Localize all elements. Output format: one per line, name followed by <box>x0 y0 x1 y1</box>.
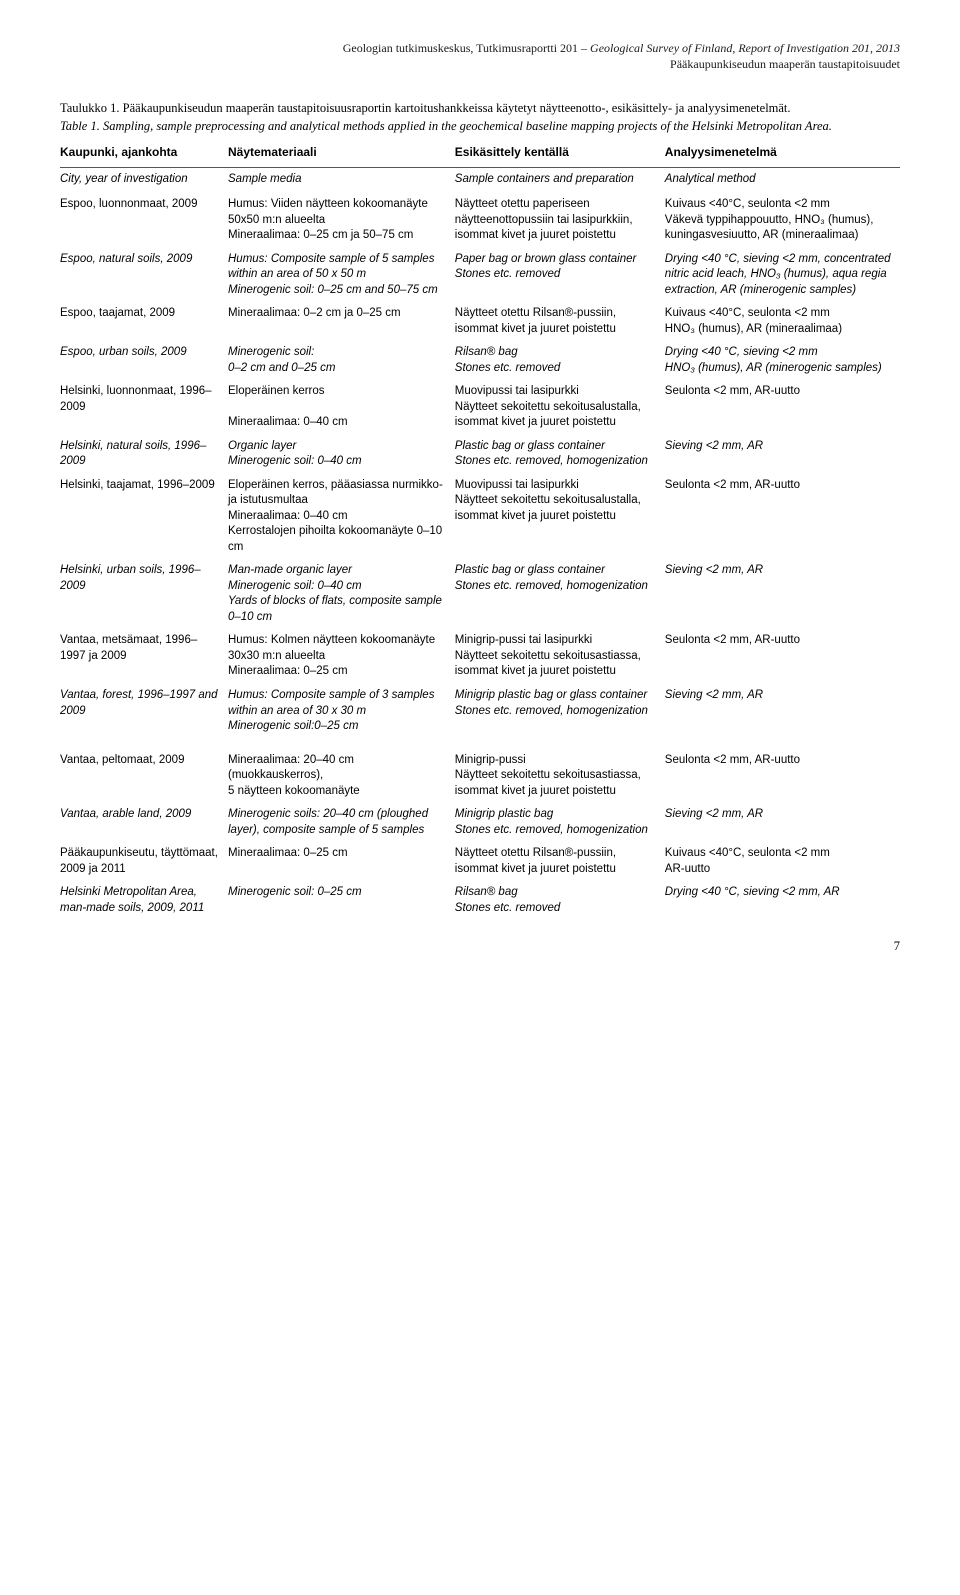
th-material: Näytemateriaali <box>228 141 455 167</box>
table-cell: Espoo, luonnonmaat, 2009 <box>60 193 228 248</box>
table-cell: Mineraalimaa: 20–40 cm (muokkauskerros),… <box>228 739 455 804</box>
table-cell: Vantaa, arable land, 2009 <box>60 803 228 842</box>
table-cell: Muovipussi tai lasipurkki Näytteet sekoi… <box>455 380 665 435</box>
table-row: Espoo, luonnonmaat, 2009Humus: Viiden nä… <box>60 193 900 248</box>
table-cell: Man-made organic layer Minerogenic soil:… <box>228 559 455 629</box>
th-material-en: Sample media <box>228 167 455 193</box>
table-cell: Näytteet otettu paperiseen näytteenottop… <box>455 193 665 248</box>
table-row: Helsinki, natural soils, 1996–2009Organi… <box>60 435 900 474</box>
table-cell: Humus: Composite sample of 3 samples wit… <box>228 684 455 739</box>
th-city: Kaupunki, ajankohta <box>60 141 228 167</box>
page-number: 7 <box>60 938 900 955</box>
table-cell: Espoo, urban soils, 2009 <box>60 341 228 380</box>
table-cell: Näytteet otettu Rilsan®-pussiin, isommat… <box>455 302 665 341</box>
th-city-en: City, year of investigation <box>60 167 228 193</box>
table-row: Pääkaupunkiseutu, täyttömaat, 2009 ja 20… <box>60 842 900 881</box>
table-cell: Eloperäinen kerros Mineraalimaa: 0–40 cm <box>228 380 455 435</box>
table-cell: Minigrip-pussi Näytteet sekoitettu sekoi… <box>455 739 665 804</box>
th-method: Analyysimenetelmä <box>665 141 900 167</box>
caption-fi: Taulukko 1. Pääkaupunkiseudun maaperän t… <box>60 100 900 118</box>
caption-en: Table 1. Sampling, sample preprocessing … <box>60 118 900 136</box>
table-cell: Seulonta <2 mm, AR-uutto <box>665 380 900 435</box>
table-row: Helsinki, urban soils, 1996–2009Man-made… <box>60 559 900 629</box>
table-row: Espoo, natural soils, 2009Humus: Composi… <box>60 248 900 303</box>
table-cell: Humus: Viiden näytteen kokoomanäyte 50x5… <box>228 193 455 248</box>
running-header: Geologian tutkimuskeskus, Tutkimusraport… <box>60 40 900 72</box>
table-cell: Mineraalimaa: 0–2 cm ja 0–25 cm <box>228 302 455 341</box>
table-cell: Helsinki, taajamat, 1996–2009 <box>60 474 228 560</box>
table-row: Espoo, taajamat, 2009Mineraalimaa: 0–2 c… <box>60 302 900 341</box>
header-line2: Pääkaupunkiseudun maaperän taustapitoisu… <box>670 57 900 71</box>
table-row: Vantaa, forest, 1996–1997 and 2009Humus:… <box>60 684 900 739</box>
th-pretreatment: Esikäsittely kentällä <box>455 141 665 167</box>
table-cell: Helsinki, urban soils, 1996–2009 <box>60 559 228 629</box>
table-cell: Seulonta <2 mm, AR-uutto <box>665 629 900 684</box>
table-cell: Humus: Composite sample of 5 samples wit… <box>228 248 455 303</box>
methods-table: Kaupunki, ajankohta Näytemateriaali Esik… <box>60 141 900 920</box>
table-cell: Kuivaus <40°C, seulonta <2 mm Väkevä typ… <box>665 193 900 248</box>
table-cell: Minigrip-pussi tai lasipurkki Näytteet s… <box>455 629 665 684</box>
table-cell: Plastic bag or glass container Stones et… <box>455 435 665 474</box>
table-cell: Helsinki Metropolitan Area, man-made soi… <box>60 881 228 920</box>
table-row: Helsinki, luonnonmaat, 1996–2009Eloperäi… <box>60 380 900 435</box>
table-row: Vantaa, arable land, 2009Minerogenic soi… <box>60 803 900 842</box>
table-cell: Vantaa, metsämaat, 1996–1997 ja 2009 <box>60 629 228 684</box>
table-header-row-en: City, year of investigation Sample media… <box>60 167 900 193</box>
table-cell: Minigrip plastic bag Stones etc. removed… <box>455 803 665 842</box>
table-cell: Sieving <2 mm, AR <box>665 559 900 629</box>
table-cell: Sieving <2 mm, AR <box>665 435 900 474</box>
table-cell: Helsinki, luonnonmaat, 1996–2009 <box>60 380 228 435</box>
table-cell: Rilsan® bag Stones etc. removed <box>455 341 665 380</box>
table-cell: Paper bag or brown glass container Stone… <box>455 248 665 303</box>
table-row: Helsinki, taajamat, 1996–2009Eloperäinen… <box>60 474 900 560</box>
table-row: Vantaa, metsämaat, 1996–1997 ja 2009Humu… <box>60 629 900 684</box>
table-cell: Rilsan® bag Stones etc. removed <box>455 881 665 920</box>
table-cell: Seulonta <2 mm, AR-uutto <box>665 474 900 560</box>
table-cell: Vantaa, forest, 1996–1997 and 2009 <box>60 684 228 739</box>
table-cell: Minigrip plastic bag or glass container … <box>455 684 665 739</box>
table-cell: Kuivaus <40°C, seulonta <2 mm HNO₃ (humu… <box>665 302 900 341</box>
table-header-row-fi: Kaupunki, ajankohta Näytemateriaali Esik… <box>60 141 900 167</box>
table-cell: Sieving <2 mm, AR <box>665 684 900 739</box>
table-cell: Näytteet otettu Rilsan®-pussiin, isommat… <box>455 842 665 881</box>
table-cell: Minerogenic soil: 0–2 cm and 0–25 cm <box>228 341 455 380</box>
table-cell: Espoo, taajamat, 2009 <box>60 302 228 341</box>
table-cell: Organic layer Minerogenic soil: 0–40 cm <box>228 435 455 474</box>
table-cell: Vantaa, peltomaat, 2009 <box>60 739 228 804</box>
table-caption: Taulukko 1. Pääkaupunkiseudun maaperän t… <box>60 100 900 135</box>
table-cell: Kuivaus <40°C, seulonta <2 mm AR-uutto <box>665 842 900 881</box>
table-cell: Muovipussi tai lasipurkki Näytteet sekoi… <box>455 474 665 560</box>
table-cell: Drying <40 °C, sieving <2 mm HNO₃ (humus… <box>665 341 900 380</box>
table-row: Helsinki Metropolitan Area, man-made soi… <box>60 881 900 920</box>
th-pretreatment-en: Sample containers and preparation <box>455 167 665 193</box>
table-cell: Minerogenic soil: 0–25 cm <box>228 881 455 920</box>
th-method-en: Analytical method <box>665 167 900 193</box>
header-line1-right: Geological Survey of Finland, Report of … <box>590 41 900 55</box>
table-cell: Minerogenic soils: 20–40 cm (ploughed la… <box>228 803 455 842</box>
table-cell: Eloperäinen kerros, pääasiassa nurmikko-… <box>228 474 455 560</box>
table-cell: Drying <40 °C, sieving <2 mm, AR <box>665 881 900 920</box>
table-cell: Espoo, natural soils, 2009 <box>60 248 228 303</box>
header-line1-left: Geologian tutkimuskeskus, Tutkimusraport… <box>343 41 590 55</box>
table-cell: Helsinki, natural soils, 1996–2009 <box>60 435 228 474</box>
table-cell: Humus: Kolmen näytteen kokoomanäyte 30x3… <box>228 629 455 684</box>
table-cell: Sieving <2 mm, AR <box>665 803 900 842</box>
table-row: Espoo, urban soils, 2009Minerogenic soil… <box>60 341 900 380</box>
table-cell: Mineraalimaa: 0–25 cm <box>228 842 455 881</box>
table-cell: Seulonta <2 mm, AR-uutto <box>665 739 900 804</box>
table-cell: Plastic bag or glass container Stones et… <box>455 559 665 629</box>
table-cell: Drying <40 °C, sieving <2 mm, concentrat… <box>665 248 900 303</box>
table-cell: Pääkaupunkiseutu, täyttömaat, 2009 ja 20… <box>60 842 228 881</box>
table-row: Vantaa, peltomaat, 2009Mineraalimaa: 20–… <box>60 739 900 804</box>
